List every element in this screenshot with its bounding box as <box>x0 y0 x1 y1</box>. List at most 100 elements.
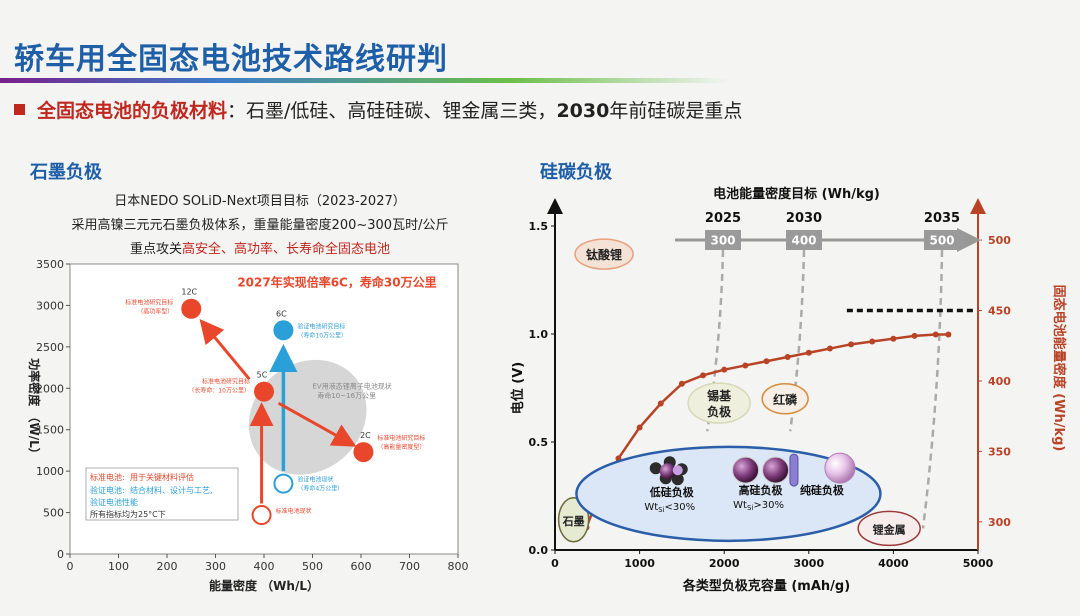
tin-bubble <box>687 382 751 424</box>
si-particle-icon <box>659 463 676 480</box>
si-nanowire-icon <box>789 453 799 487</box>
scatter-point <box>254 381 274 402</box>
ellipse-label-1: EV用液态锂离子电池现状 <box>313 381 392 390</box>
left-section-title: 石墨负极 <box>30 162 102 183</box>
energy-density-point <box>911 332 918 339</box>
high-si-label: 高硅负极 <box>739 483 784 497</box>
legend-row1-label: 标准电池: <box>90 472 125 482</box>
energy-density-point <box>763 358 770 365</box>
right-chart: 0.0 0.5 1.0 1.5 0 1000 2000 3000 4000 5000 300 350 4… <box>510 186 1067 594</box>
energy-density-point <box>805 349 812 356</box>
right-xtick-label: 5000 <box>963 557 994 570</box>
energy-density-point <box>932 331 939 338</box>
target-year: 2025 <box>705 211 741 226</box>
left-xtick-label: 700 <box>399 560 420 573</box>
si-sphere-icon <box>762 456 790 484</box>
energy-density-point <box>678 380 685 387</box>
right-y2tick-label: 400 <box>988 375 1011 388</box>
energy-density-point <box>700 372 707 379</box>
right-y2tick-label: 300 <box>988 516 1011 529</box>
energy-density-point <box>742 362 749 369</box>
energy-density-point <box>721 366 728 373</box>
scatter-point <box>353 442 374 463</box>
left-subtitle-3-prefix: 重点攻关 <box>129 242 182 257</box>
scatter-point <box>251 505 272 526</box>
left-ytick-label: 1000 <box>36 465 64 478</box>
target-value: 500 <box>929 234 954 248</box>
energy-density-point <box>784 354 791 361</box>
left-xtick-label: 200 <box>157 560 178 573</box>
left-ytick-label: 500 <box>43 507 64 520</box>
ellipse-label-2: 寿命10~16万公里 <box>317 391 376 400</box>
graphite-label: 石墨 <box>562 515 585 528</box>
scatter-point <box>181 298 202 319</box>
right-section-title: 硅碳负极 <box>540 162 612 183</box>
graphite-particle-icon <box>671 473 684 486</box>
bullet-year: 2030 <box>556 100 610 122</box>
target-dashed-link <box>921 249 944 529</box>
tin-label-line2: 负极 <box>707 404 732 419</box>
right-xtick-label: 4000 <box>878 557 909 570</box>
porous-si-sphere-icon <box>824 452 856 484</box>
legend-row2-text: 结合材料、设计与工艺, <box>130 485 213 495</box>
point-rate-label: 5C <box>257 371 268 380</box>
arrow-to-12c <box>199 319 251 381</box>
graphite-particle-icon <box>649 462 662 475</box>
point-rate-label: 12C <box>181 288 197 297</box>
point-note-sub: （长寿命：10万公里） <box>188 387 250 395</box>
bullet-sep: ： <box>227 100 247 122</box>
left-legend-box <box>85 467 239 521</box>
left-xaxis-title: 能量密度 （Wh/L） <box>209 578 319 593</box>
right-y2tick-label: 450 <box>988 305 1011 318</box>
bullet-square-icon <box>14 104 25 115</box>
si-particle-icon <box>672 465 683 476</box>
legend-row3-text: 验证电池性能 <box>90 497 138 507</box>
left-subtitle-3-highlight: 高安全、高功率、长寿命全固态电池 <box>182 242 391 257</box>
point-note: 验证电池现状 <box>297 476 333 484</box>
tin-label-line1: 锡基 <box>707 388 732 403</box>
scatter-point <box>273 320 294 341</box>
right-y2tick-label: 500 <box>988 234 1011 247</box>
target-value: 300 <box>710 234 735 248</box>
titanate-bubble <box>574 238 634 270</box>
target-title: 电池能量密度目标 (Wh/kg) <box>713 186 880 202</box>
right-y2axis-title: 固态电池能量密度 (Wh/kg) <box>1051 285 1067 452</box>
point-note: 标准电池研究目标 <box>377 434 425 442</box>
legend-row1-text: 用于关键材料评估 <box>130 472 194 482</box>
left-subtitle-3: 重点攻关高安全、高功率、长寿命全固态电池 <box>60 238 460 257</box>
target-box <box>705 230 741 250</box>
legend-row2-label: 验证电池: <box>90 485 125 495</box>
left-ytick-label: 2000 <box>36 382 64 395</box>
target-year: 2035 <box>924 211 960 226</box>
point-note: 标准电池现状 <box>276 507 312 515</box>
bullet-line: 全固态电池的负极材料：石墨/低硅、高硅硅碳、锂金属三类，2030年前硅碳是重点 <box>14 96 742 123</box>
left-xtick-label: 400 <box>254 560 275 573</box>
left-xtick-label: 100 <box>108 560 129 573</box>
energy-density-point <box>657 400 664 407</box>
point-note: 标准电池研究目标 <box>125 299 173 307</box>
right-xaxis-title: 各类型负极克容量 (mAh/g) <box>682 578 850 594</box>
right-y2tick-label: 350 <box>988 445 1011 458</box>
legend-row4-text: 所有指标均为25°C下 <box>90 509 166 519</box>
bullet-tail: 年前硅碳是重点 <box>609 100 743 122</box>
left-ytick-label: 3500 <box>36 258 64 271</box>
low-si-sub: WtSi<30% <box>644 502 695 514</box>
lithium-metal-bubble <box>857 510 921 547</box>
right-ytick-label: 0.0 <box>529 544 549 557</box>
lithium-metal-label: 锂金属 <box>873 522 906 536</box>
left-subtitle-2: 采用高镍三元元石墨负极体系，重量能量密度200~300瓦时/公斤 <box>71 218 449 233</box>
right-ytick-label: 1.0 <box>529 328 549 341</box>
target-box <box>924 230 960 250</box>
si-sphere-icon <box>732 456 760 484</box>
left-chart: 0 100 200 300 400 500 600 700 800 0 500 1000 1500 200… <box>27 258 469 593</box>
left-subtitle-1: 日本NEDO SOLiD-Next项目目标（2023-2027） <box>114 194 406 209</box>
left-xtick-label: 300 <box>205 560 226 573</box>
right-ytick-label: 1.5 <box>529 220 549 233</box>
target-value: 400 <box>791 234 816 248</box>
right-xtick-label: 1000 <box>624 557 655 570</box>
arrow-to-2c <box>277 401 357 447</box>
left-xtick-label: 500 <box>302 560 323 573</box>
point-note-sub: （高功率型） <box>137 308 173 316</box>
left-ytick-label: 3000 <box>36 299 64 312</box>
title-underline <box>0 78 730 83</box>
